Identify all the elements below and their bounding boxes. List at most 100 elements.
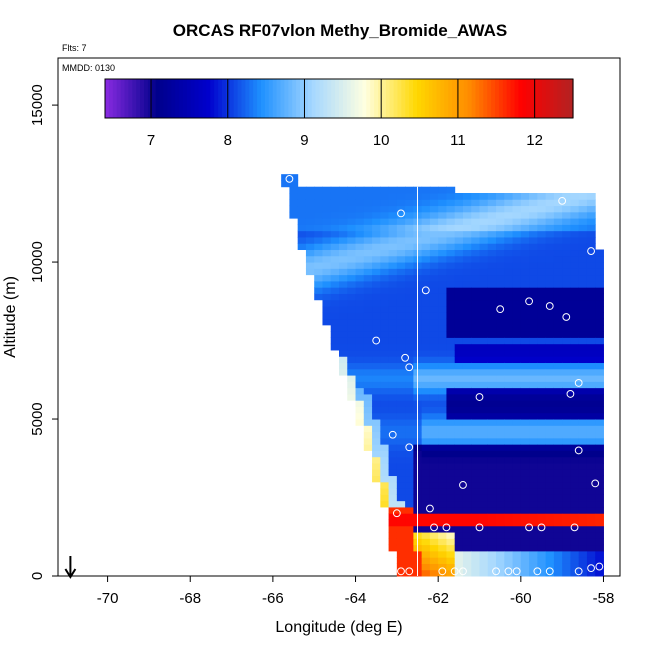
heatmap-cell bbox=[454, 456, 464, 464]
heatmap-cell bbox=[529, 400, 538, 407]
heatmap-cell bbox=[520, 274, 530, 282]
heatmap-cell bbox=[330, 318, 340, 326]
heatmap-cell bbox=[421, 519, 431, 527]
heatmap-cell bbox=[405, 312, 414, 320]
heatmap-cell bbox=[537, 519, 547, 527]
heatmap-cell bbox=[396, 393, 406, 401]
heatmap-cell bbox=[537, 462, 547, 470]
heatmap-cell bbox=[512, 544, 522, 552]
heatmap-cell bbox=[429, 400, 439, 407]
heatmap-cell bbox=[421, 563, 431, 571]
heatmap-cell bbox=[372, 450, 381, 458]
heatmap-cell bbox=[438, 205, 447, 213]
heatmap-cell bbox=[595, 488, 604, 495]
heatmap-cell bbox=[388, 506, 398, 514]
heatmap-cell bbox=[429, 387, 439, 395]
heatmap-cell bbox=[429, 557, 439, 564]
colorbar-cell bbox=[514, 79, 519, 118]
heatmap-cell bbox=[405, 444, 414, 451]
heatmap-cell bbox=[363, 205, 373, 213]
heatmap-cell bbox=[570, 431, 580, 439]
sample-point bbox=[401, 353, 410, 362]
heatmap-cell bbox=[429, 444, 439, 451]
heatmap-cell bbox=[512, 243, 522, 251]
heatmap-cell bbox=[396, 381, 406, 389]
heatmap-cell bbox=[446, 236, 456, 244]
heatmap-cell bbox=[305, 205, 315, 213]
heatmap-cell bbox=[553, 488, 563, 495]
heatmap-cell bbox=[355, 400, 365, 407]
heatmap-cell bbox=[363, 199, 373, 207]
heatmap-cell bbox=[322, 186, 332, 194]
heatmap-cell bbox=[454, 375, 464, 382]
heatmap-cell bbox=[487, 444, 497, 451]
heatmap-cell bbox=[570, 243, 580, 251]
heatmap-cell bbox=[305, 236, 315, 244]
colorbar-cell bbox=[175, 79, 180, 118]
colorbar-cell bbox=[194, 79, 200, 118]
heatmap-cell bbox=[347, 312, 357, 320]
heatmap-cell bbox=[446, 400, 456, 407]
heatmap-cell bbox=[479, 343, 489, 351]
heatmap-cell bbox=[388, 481, 398, 489]
heatmap-cell bbox=[405, 488, 414, 495]
heatmap-cell bbox=[562, 205, 571, 213]
heatmap-cell bbox=[388, 387, 398, 395]
heatmap-cell bbox=[388, 425, 398, 433]
heatmap-cell bbox=[388, 299, 398, 307]
heatmap-cell bbox=[545, 481, 555, 489]
heatmap-cell bbox=[578, 293, 588, 301]
heatmap-cell bbox=[586, 293, 596, 301]
heatmap-cell bbox=[479, 274, 489, 282]
heatmap-cell bbox=[388, 532, 398, 539]
heatmap-cell bbox=[487, 400, 497, 407]
heatmap-cell bbox=[462, 506, 472, 514]
heatmap-cell bbox=[512, 255, 522, 263]
heatmap-cell bbox=[454, 569, 464, 577]
heatmap-cell bbox=[487, 419, 497, 426]
heatmap-cell bbox=[429, 506, 439, 514]
heatmap-cell bbox=[570, 488, 580, 495]
heatmap-cell bbox=[562, 450, 571, 458]
heatmap-cell bbox=[405, 262, 414, 269]
heatmap-cell bbox=[562, 199, 571, 207]
heatmap-cell bbox=[545, 280, 555, 288]
heatmap-cell bbox=[388, 393, 398, 401]
heatmap-cell bbox=[553, 236, 563, 244]
heatmap-cell bbox=[529, 563, 538, 571]
heatmap-cell bbox=[372, 412, 381, 420]
heatmap-cell bbox=[512, 362, 522, 370]
heatmap-cell bbox=[512, 412, 522, 420]
heatmap-cell bbox=[297, 186, 307, 194]
heatmap-cell bbox=[429, 293, 439, 301]
heatmap-cell bbox=[396, 431, 406, 439]
sample-point bbox=[545, 302, 554, 310]
heatmap-cell bbox=[438, 249, 447, 257]
heatmap-cell bbox=[305, 192, 315, 200]
heatmap-cell bbox=[595, 513, 604, 520]
heatmap-cell bbox=[396, 425, 406, 433]
heatmap-cell bbox=[512, 462, 522, 470]
heatmap-cell bbox=[504, 481, 514, 489]
heatmap-cell bbox=[504, 255, 514, 263]
heatmap-cell bbox=[322, 236, 332, 244]
sample-point bbox=[566, 390, 575, 398]
heatmap-cell bbox=[363, 249, 373, 257]
heatmap-cell bbox=[520, 243, 530, 251]
heatmap-cell bbox=[586, 481, 596, 489]
heatmap-cell bbox=[496, 287, 505, 294]
heatmap-cell bbox=[305, 268, 315, 276]
heatmap-cell bbox=[553, 318, 563, 326]
heatmap-cell bbox=[462, 532, 472, 539]
heatmap-cell bbox=[388, 419, 398, 426]
heatmap-cell bbox=[421, 337, 431, 345]
heatmap-cell bbox=[347, 230, 357, 238]
heatmap-cell bbox=[545, 563, 555, 571]
heatmap-cell bbox=[438, 293, 447, 301]
heatmap-cell bbox=[372, 211, 381, 219]
colorbar-cell bbox=[159, 79, 165, 118]
heatmap-cell bbox=[355, 343, 365, 351]
heatmap-cell bbox=[421, 538, 431, 546]
colorbar-cell bbox=[393, 79, 399, 118]
heatmap-cell bbox=[438, 456, 447, 464]
